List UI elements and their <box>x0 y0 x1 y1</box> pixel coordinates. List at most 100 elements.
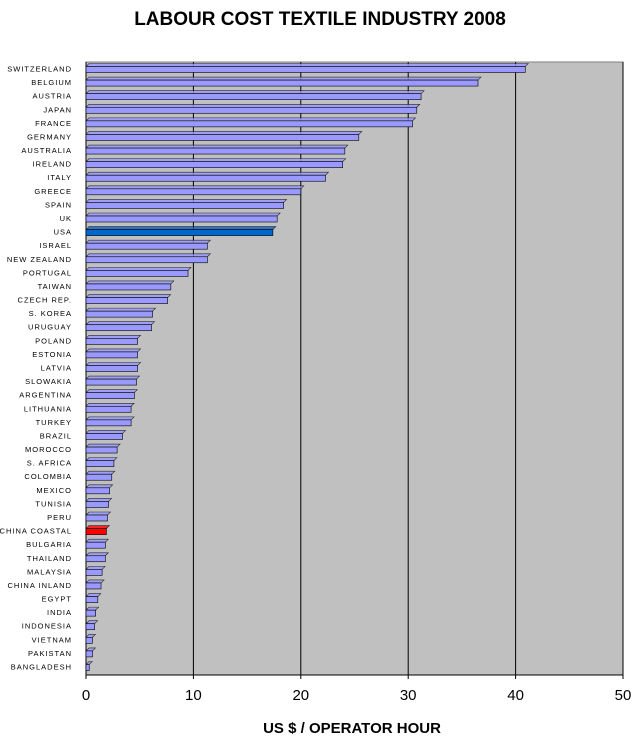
bar <box>85 324 152 332</box>
y-tick-label: PAKISTAN <box>28 649 72 658</box>
y-tick-label: SLOWAKIA <box>25 377 72 386</box>
bar <box>85 188 302 196</box>
bar-top <box>85 158 347 162</box>
y-tick-label: POLAND <box>35 336 72 345</box>
bar-top <box>85 171 330 176</box>
y-tick-label: LITHUANIA <box>24 404 72 413</box>
y-tick-label: BELGIUM <box>31 78 72 87</box>
y-tick-label: LATVIA <box>41 363 72 372</box>
bar <box>85 569 103 576</box>
x-tick-label: 10 <box>185 687 202 704</box>
x-tick-label: 50 <box>615 687 632 704</box>
bar <box>85 582 102 590</box>
bar-top <box>85 375 141 380</box>
y-tick-label: VIETNAM <box>32 635 72 644</box>
y-tick-label: INDIA <box>47 608 72 617</box>
bar-top <box>85 362 142 366</box>
bar-top <box>85 552 110 557</box>
bar-top <box>85 335 142 339</box>
bar <box>85 215 278 223</box>
bar <box>85 433 123 440</box>
bar-top <box>85 470 116 475</box>
bar-top <box>85 389 139 393</box>
bar <box>85 555 106 563</box>
bar-top <box>85 239 212 244</box>
bar <box>85 365 138 372</box>
y-tick-label: MOROCCO <box>25 445 72 454</box>
bar-top <box>85 498 113 502</box>
bar <box>85 66 526 73</box>
y-tick-label: SWITZERLAND <box>7 64 72 73</box>
y-tick-label: COLOMBIA <box>24 472 72 481</box>
bar <box>85 351 138 359</box>
bar <box>85 623 95 631</box>
bar-top <box>85 185 305 190</box>
y-tick-label: CZECH REP. <box>18 296 72 305</box>
y-tick-label: FRANCE <box>35 119 72 128</box>
bar <box>85 256 208 264</box>
bar <box>85 446 118 454</box>
x-tick-label: 30 <box>400 687 417 704</box>
bar <box>85 79 479 87</box>
bar <box>85 174 326 182</box>
bar-top <box>85 103 421 108</box>
y-tick-label: S. AFRICA <box>27 459 72 468</box>
bar <box>85 664 90 671</box>
bar-top <box>85 307 157 312</box>
y-tick-label: SPAIN <box>45 200 72 209</box>
bar <box>85 229 274 236</box>
y-tick-label: USA <box>54 228 72 237</box>
bar <box>85 310 153 318</box>
bar <box>85 528 107 535</box>
bar <box>85 392 135 399</box>
bar <box>85 650 93 658</box>
x-tick-label: 40 <box>507 687 524 704</box>
y-tick-label: ITALY <box>47 173 72 182</box>
bar <box>85 202 284 209</box>
bar <box>85 378 137 386</box>
x-tick-label: 0 <box>82 687 90 704</box>
y-tick-label: PERU <box>47 513 72 522</box>
bar-top <box>85 199 288 203</box>
bar <box>85 637 93 644</box>
bar <box>85 541 106 549</box>
bar-top <box>85 144 349 149</box>
bar <box>85 609 96 617</box>
y-tick-label: ESTONIA <box>32 350 72 359</box>
bar-top <box>85 131 363 135</box>
bar <box>85 419 132 427</box>
bar <box>85 270 189 277</box>
bar-top <box>85 457 118 461</box>
y-tick-label: TUNISIA <box>35 499 72 508</box>
y-tick-label: EGYPT <box>42 595 72 604</box>
bar-top <box>85 294 172 298</box>
y-tick-label: UK <box>60 214 72 223</box>
bar-top <box>85 538 110 543</box>
bar-top <box>85 212 281 217</box>
x-tick-label: 20 <box>292 687 309 704</box>
bar <box>85 134 360 141</box>
bar-top <box>85 525 111 529</box>
y-tick-label: ISRAEL <box>39 241 72 250</box>
bar <box>85 501 109 508</box>
bar <box>85 487 110 495</box>
bar-top <box>85 117 417 122</box>
bar-top <box>85 76 482 81</box>
bar-top <box>85 430 127 434</box>
bar-top <box>85 226 277 230</box>
y-tick-label: URUGUAY <box>28 323 72 332</box>
y-tick-label: AUSTRALIA <box>21 146 72 155</box>
bar <box>85 283 172 291</box>
bar-top <box>85 267 192 271</box>
bar <box>85 338 138 345</box>
bar-top <box>85 484 114 489</box>
y-tick-label: PORTUGAL <box>23 268 72 277</box>
bar <box>85 147 346 155</box>
bar-top <box>85 348 142 353</box>
y-tick-label: JAPAN <box>43 105 72 114</box>
bar-top <box>85 511 112 516</box>
bar-top <box>85 416 135 421</box>
bar-top <box>85 443 121 448</box>
bar-top <box>85 280 175 285</box>
